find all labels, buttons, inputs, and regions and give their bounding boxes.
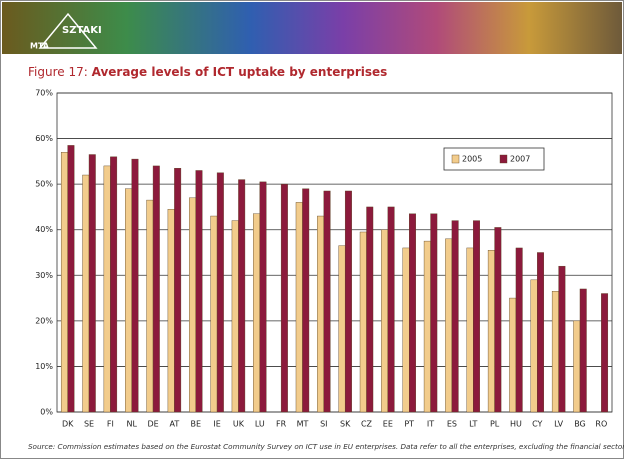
x-tick-label: PT [404,420,414,429]
bar [146,199,154,413]
y-tick-label: 10% [35,362,53,371]
bar [253,213,260,413]
bar [238,179,246,413]
y-tick-label: 30% [35,271,53,280]
x-tick-label: UK [233,420,245,429]
x-tick-label: RO [595,420,607,429]
x-tick-label: MT [297,420,309,429]
bar [509,297,517,413]
bar [103,165,111,413]
x-tick-label: DE [147,420,158,429]
y-tick-label: 60% [35,134,53,143]
bar [216,172,224,413]
bar [88,154,96,413]
x-tick-label: CY [532,420,542,429]
figure-label: Figure 17: [28,65,88,79]
x-tick-label: BG [574,420,586,429]
bar [338,245,346,413]
legend-swatch [499,154,508,164]
bar [210,215,218,413]
y-tick-label: 20% [35,316,53,325]
bar [579,288,587,413]
y-tick-label: 0% [40,408,53,417]
bar [487,250,495,413]
bar [344,190,352,413]
bar [302,188,310,413]
bar [317,215,325,413]
bar [167,209,175,413]
bar [131,158,139,413]
bar [323,190,331,413]
legend-label: 2005 [462,155,482,164]
bar [295,202,303,413]
bar [67,145,75,413]
banner [2,2,622,54]
bar [494,227,502,413]
bar [466,247,474,413]
x-tick-label: IT [427,420,434,429]
title-text: Average levels of ICT uptake by enterpri… [92,65,388,79]
bar [60,152,68,413]
x-tick-label: LU [255,420,265,429]
bar [110,156,118,413]
y-tick-label: 40% [35,225,53,234]
bar [152,165,160,413]
bar [423,240,431,413]
x-tick-label: DK [62,420,74,429]
bar [259,181,267,413]
chart-title: Figure 17: Average levels of ICT uptake … [28,65,387,79]
bar [451,220,459,413]
logo-text: SZTAKI [62,25,102,36]
x-tick-label: SI [320,420,327,429]
y-tick-label: 70% [35,89,53,98]
x-tick-label: NL [126,420,137,429]
x-tick-label: FI [107,420,114,429]
bar [231,220,239,413]
bar [573,320,581,413]
x-tick-label: FR [276,420,287,429]
bar [82,174,90,413]
x-tick-label: CZ [361,420,373,429]
x-tick-label: LV [554,420,564,429]
x-tick-label: EE [383,420,393,429]
x-tick-label: PL [490,420,500,429]
bar [551,291,559,413]
bar [366,206,374,413]
bar [387,206,395,413]
bar [409,213,416,413]
x-tick-label: LT [469,420,477,429]
x-tick-label: HU [510,420,522,429]
bar [189,197,196,413]
bar [601,293,609,413]
x-tick-label: SK [340,420,351,429]
bar [515,247,523,413]
bar [125,188,132,413]
legend-box [443,147,545,171]
x-tick-label: SE [84,420,94,429]
bar [445,238,453,413]
logo-shape [38,12,98,49]
x-tick-label: BE [190,420,201,429]
logo-text: MTA [30,42,50,51]
x-tick-label: ES [447,420,457,429]
bar [174,167,182,413]
x-tick-label: IE [213,420,220,429]
y-tick-label: 50% [35,180,53,189]
x-tick-label: AT [170,420,180,429]
plot-area [56,92,613,413]
bar [381,229,389,413]
legend-label: 2007 [510,155,530,164]
bar [402,247,410,413]
legend-swatch [451,154,460,164]
bar [530,279,538,413]
bar [558,265,566,413]
bar [430,213,438,413]
source-note: Source: Commission estimates based on th… [28,442,624,451]
bar [359,231,367,413]
bar [280,183,288,413]
bar [195,170,203,413]
bar [537,252,544,413]
bar [473,220,480,413]
